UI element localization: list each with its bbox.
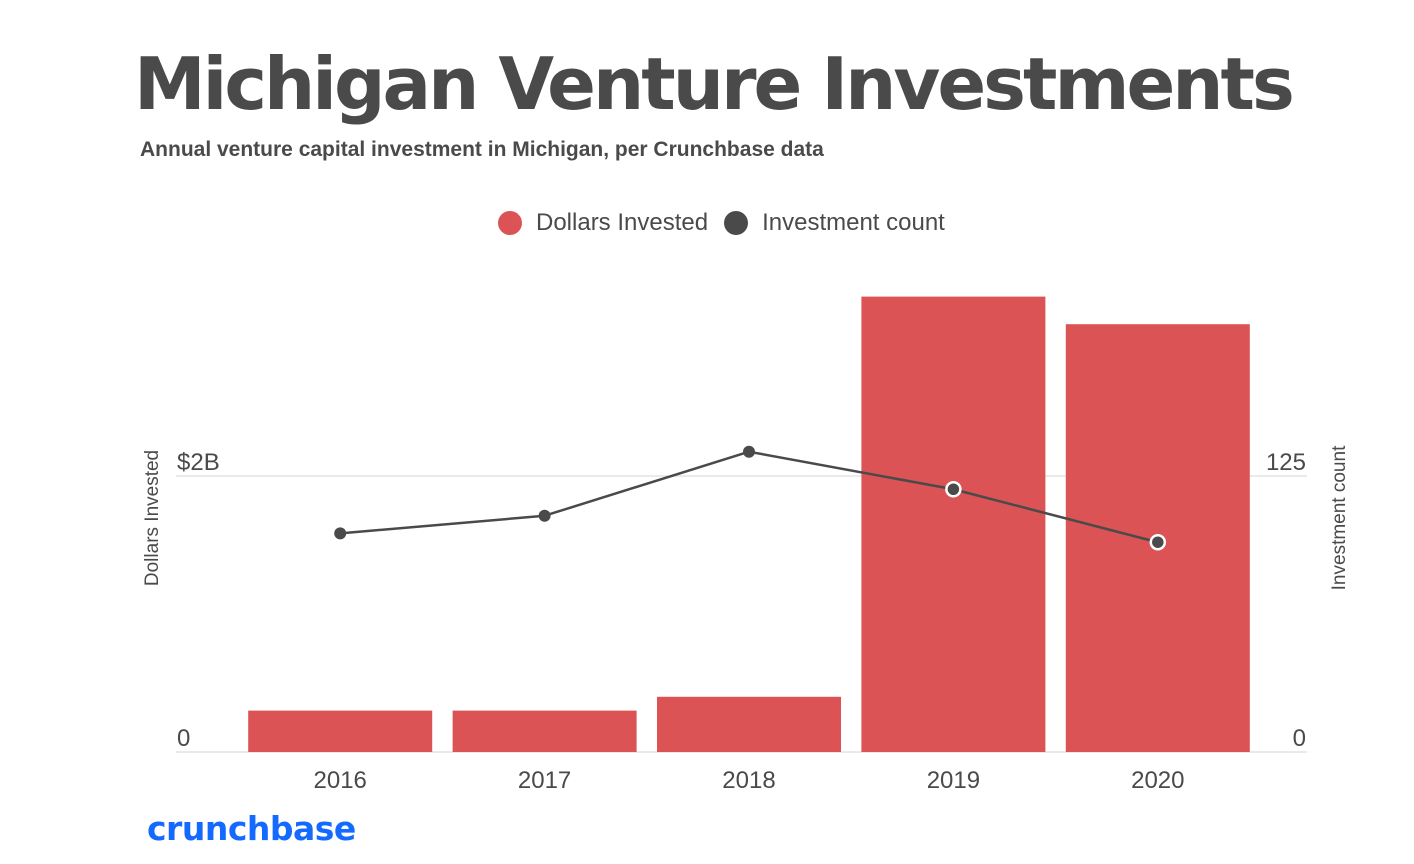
tick-layer: 2016 2017 2018 2019 2020 0 $2B 0 125 [177, 449, 1306, 794]
bar-2017[interactable] [452, 710, 637, 752]
legend-item-count[interactable]: Investment count [724, 209, 945, 237]
bar-2016[interactable] [248, 710, 433, 752]
crunchbase-logo: crunchbase [147, 809, 356, 848]
legend-dot-count [724, 211, 749, 235]
x-tick-2016: 2016 [314, 767, 367, 794]
chart-title: Michigan Venture Investments [134, 42, 1295, 126]
count-point-2018[interactable] [743, 445, 755, 458]
line-layer [334, 445, 1167, 551]
y-tick-0: 0 [177, 725, 190, 752]
legend-label-dollars: Dollars Invested [536, 209, 709, 236]
count-point-2020[interactable] [1149, 533, 1167, 551]
bar-2018[interactable] [657, 696, 841, 752]
x-tick-2017: 2017 [518, 767, 571, 794]
x-tick-2019: 2019 [927, 767, 980, 794]
legend-label-count: Investment count [762, 209, 945, 236]
x-tick-2020: 2020 [1131, 767, 1184, 794]
y2-axis-title: Investment count [1329, 445, 1350, 590]
legend-dot-dollars [498, 211, 522, 235]
y2-tick-125: 125 [1266, 449, 1306, 476]
y2-tick-0: 0 [1293, 725, 1306, 752]
y-tick-2: $2B [177, 449, 220, 476]
count-point-2019[interactable] [945, 480, 962, 498]
count-point-2017[interactable] [538, 509, 551, 522]
y-axis-title: Dollars Invested [142, 450, 163, 586]
bar-2019[interactable] [861, 296, 1046, 752]
chart-subtitle: Annual venture capital investment in Mic… [140, 138, 824, 161]
bar-layer [248, 296, 1250, 752]
count-point-2016[interactable] [334, 527, 347, 540]
x-tick-2018: 2018 [722, 767, 775, 794]
legend: Dollars Invested Investment count [498, 208, 961, 238]
legend-item-dollars[interactable]: Dollars Invested [498, 209, 708, 237]
